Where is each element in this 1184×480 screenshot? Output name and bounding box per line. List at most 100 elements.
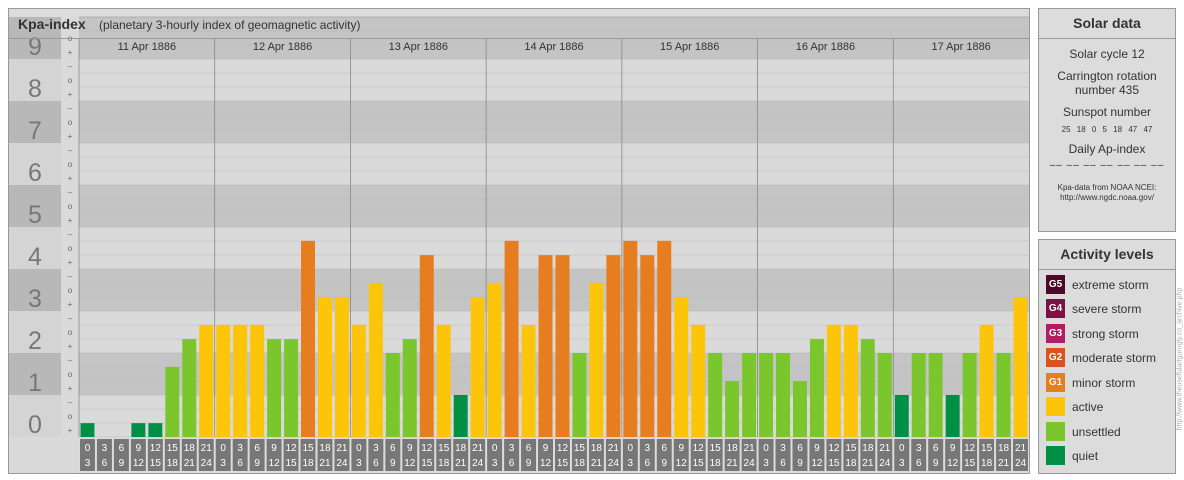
interval-start-label: 0 [85,443,91,454]
third-mark: – [68,104,73,113]
solar-cycle: Solar cycle 12 [1069,47,1145,61]
kp-bar [284,339,299,437]
kp-bar [318,297,332,437]
interval-start-label: 0 [492,443,498,454]
kp-bar [521,324,536,437]
day-label: 12 Apr 1886 [253,41,312,53]
y-tick-label: 5 [28,201,42,229]
interval-end-label: 18 [574,458,586,469]
kp-bar [148,423,163,437]
legend-swatch: G5 [1046,275,1065,294]
interval-end-label: 12 [540,458,552,469]
legend-swatch: G3 [1046,324,1065,343]
credit-watermark: http://www.theusefulartgurugly.co_archiv… [1176,246,1184,472]
interval-end-label: 3 [492,458,498,469]
interval-end-label: 15 [828,458,840,469]
interval-end-label: 12 [947,458,959,469]
legend-label: severe storm [1072,301,1142,316]
legend-label: minor storm [1072,375,1136,390]
interval-start-label: 18 [319,443,331,454]
third-mark: + [68,300,73,309]
interval-start-label: 12 [693,443,705,454]
kp-bar [301,240,315,437]
kp-bar [962,353,977,437]
interval-end-label: 6 [645,458,651,469]
third-mark: o [68,244,73,253]
kp-bar [487,282,502,437]
third-mark: o [68,76,73,85]
kp-bar [928,353,943,437]
interval-end-label: 15 [964,458,976,469]
y-tick-label: 8 [28,75,42,103]
y-tick-label: 3 [28,285,42,313]
interval-end-label: 9 [933,458,939,469]
kp-bar [589,282,604,437]
interval-end-label: 24 [336,458,348,469]
interval-start-label: 18 [998,443,1010,454]
interval-start-label: 3 [780,443,786,454]
third-mark: o [68,286,73,295]
third-mark: + [68,258,73,267]
interval-end-label: 15 [557,458,569,469]
day-label: 14 Apr 1886 [524,41,583,53]
interval-start-label: 3 [645,443,651,454]
interval-end-label: 21 [455,458,467,469]
kp-bar [131,423,146,437]
third-mark: – [68,230,73,239]
interval-start-label: 0 [220,443,226,454]
third-mark: o [68,160,73,169]
interval-start-label: 6 [390,443,396,454]
legend-label: extreme storm [1072,277,1149,292]
y-tick-label: 0 [28,411,42,439]
interval-start-label: 21 [879,443,891,454]
third-mark: + [68,216,73,225]
interval-start-label: 21 [744,443,756,454]
interval-start-label: 9 [136,443,142,454]
interval-start-label: 0 [628,443,634,454]
legend-item-moderate-storm: G2 moderate storm [1046,347,1156,368]
legend-swatch [1046,422,1065,441]
interval-start-label: 15 [438,443,450,454]
interval-end-label: 21 [184,458,196,469]
third-mark: o [68,328,73,337]
credit-text: http://www.theusefulartgurugly.co_archiv… [1176,287,1184,431]
third-mark: – [68,20,73,29]
interval-end-label: 15 [150,458,162,469]
interval-start-label: 18 [862,443,874,454]
interval-end-label: 3 [220,458,226,469]
legend-swatch: G2 [1046,348,1065,367]
kp-bar [216,324,231,437]
interval-start-label: 0 [899,443,905,454]
third-mark: o [68,412,73,421]
interval-start-label: 6 [526,443,532,454]
kp-bar [877,353,892,437]
interval-start-label: 3 [373,443,379,454]
kp-bar [623,240,638,437]
interval-end-label: 6 [916,458,922,469]
kp-bar [80,423,95,437]
interval-start-label: 6 [933,443,939,454]
third-mark: o [68,202,73,211]
interval-end-label: 12 [676,458,688,469]
kp-bar [725,381,740,437]
legend-item-quiet: quiet [1046,445,1098,466]
kp-bar [776,353,790,437]
data-source-url[interactable]: http://www.ngdc.noaa.gov/ [1060,193,1154,202]
interval-end-label: 6 [509,458,515,469]
interval-start-label: 21 [472,443,484,454]
interval-end-label: 24 [744,458,756,469]
interval-end-label: 9 [526,458,532,469]
interval-start-label: 12 [285,443,297,454]
interval-end-label: 9 [661,458,667,469]
y-tick-label: 1 [28,369,42,397]
y-tick-label: 6 [28,159,42,187]
interval-start-label: 3 [509,443,515,454]
kp-bar [674,297,689,437]
interval-end-label: 3 [356,458,362,469]
interval-start-label: 15 [302,443,314,454]
interval-start-label: 6 [661,443,667,454]
third-mark: – [68,146,73,155]
interval-start-label: 21 [608,443,620,454]
third-mark: – [68,62,73,71]
kp-bar [657,240,672,437]
